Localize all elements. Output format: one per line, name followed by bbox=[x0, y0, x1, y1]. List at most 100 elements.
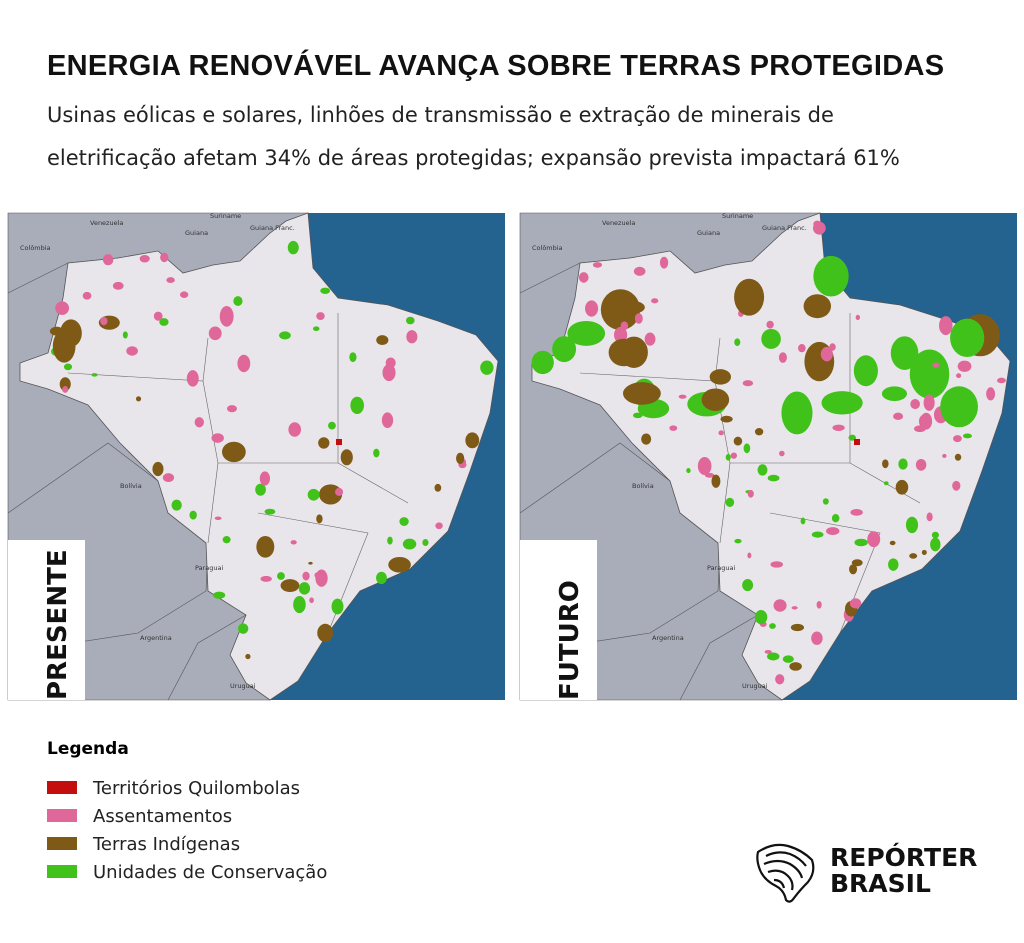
protected-area bbox=[923, 394, 935, 411]
protected-area bbox=[734, 278, 765, 316]
protected-area bbox=[651, 298, 659, 304]
protected-area bbox=[644, 332, 656, 346]
protected-area bbox=[926, 512, 933, 522]
protected-area bbox=[211, 433, 224, 443]
protected-area bbox=[956, 373, 962, 379]
protected-area bbox=[950, 318, 985, 358]
protected-area bbox=[159, 318, 169, 326]
map-label: Guiana Franc. bbox=[250, 224, 295, 232]
protected-area bbox=[931, 531, 939, 539]
protected-area bbox=[552, 336, 577, 363]
protected-area bbox=[789, 662, 802, 671]
protected-area bbox=[480, 360, 494, 375]
protected-area bbox=[895, 479, 909, 495]
protected-area bbox=[816, 601, 822, 609]
protected-area bbox=[811, 631, 823, 645]
map-label: Colômbia bbox=[532, 244, 563, 252]
map-label: Guiana Franc. bbox=[762, 224, 807, 232]
logo-icon bbox=[756, 843, 815, 903]
legend-swatch bbox=[47, 809, 77, 822]
protected-area bbox=[743, 443, 751, 454]
protected-area bbox=[733, 436, 743, 446]
protected-area bbox=[189, 510, 197, 520]
protected-area bbox=[767, 474, 780, 482]
protected-area bbox=[63, 363, 73, 371]
protected-area bbox=[567, 320, 606, 346]
protected-area bbox=[59, 377, 71, 391]
map-panel: Venezuela Suriname Guiana Franc. Guiana Colô… bbox=[7, 212, 505, 701]
protected-area bbox=[385, 357, 396, 369]
protected-area bbox=[641, 433, 652, 445]
map-label: Colômbia bbox=[20, 244, 51, 252]
protected-area bbox=[376, 571, 387, 585]
protected-area bbox=[867, 531, 881, 548]
legend-swatch bbox=[47, 781, 77, 794]
protected-area bbox=[214, 516, 222, 521]
protected-area bbox=[831, 514, 840, 523]
protected-area bbox=[620, 321, 629, 331]
protected-area bbox=[622, 382, 661, 405]
quilombola bbox=[336, 439, 342, 445]
protected-area bbox=[889, 540, 896, 546]
legend-label: Assentamentos bbox=[93, 806, 232, 827]
map-label: Bolívia bbox=[120, 482, 142, 490]
protected-area bbox=[811, 531, 824, 538]
protected-area bbox=[942, 453, 947, 458]
protected-area bbox=[402, 538, 417, 550]
protected-area bbox=[213, 591, 226, 599]
protected-area bbox=[821, 391, 863, 415]
protected-area bbox=[686, 468, 691, 474]
legend: Legenda Territórios Quilombolas Assentame… bbox=[47, 739, 327, 883]
protected-area bbox=[747, 552, 752, 559]
protected-area bbox=[940, 386, 978, 428]
logo-text: BRASIL bbox=[830, 869, 931, 898]
protected-area bbox=[898, 458, 908, 470]
protected-area bbox=[287, 240, 299, 255]
protected-area bbox=[915, 458, 927, 471]
protected-area bbox=[312, 326, 320, 332]
protected-area bbox=[932, 362, 940, 368]
state-border bbox=[337, 313, 409, 504]
map-label: Bolívia bbox=[632, 482, 654, 490]
protected-area bbox=[227, 405, 237, 413]
protected-area bbox=[406, 330, 418, 344]
map-label: Paraguai bbox=[707, 564, 735, 572]
protected-area bbox=[91, 373, 98, 377]
protected-area bbox=[186, 370, 199, 387]
protected-area bbox=[435, 522, 443, 530]
protected-area bbox=[997, 377, 1006, 384]
protected-area bbox=[382, 364, 396, 382]
map-label: Uruguai bbox=[742, 682, 768, 690]
protected-area bbox=[854, 538, 868, 547]
protected-area bbox=[954, 453, 962, 461]
legend-label: Unidades de Conservação bbox=[93, 862, 327, 883]
protected-area bbox=[373, 448, 380, 458]
protected-area bbox=[921, 549, 927, 556]
protected-area bbox=[290, 540, 297, 545]
panel-label-box bbox=[8, 540, 85, 700]
protected-area bbox=[832, 424, 845, 431]
protected-area bbox=[781, 391, 813, 435]
protected-area bbox=[100, 316, 108, 326]
protected-area bbox=[381, 412, 394, 429]
protected-area bbox=[309, 597, 314, 604]
protected-area bbox=[770, 561, 784, 568]
protected-area bbox=[634, 313, 643, 324]
protected-area bbox=[699, 464, 705, 469]
protected-area bbox=[621, 301, 645, 314]
state-border bbox=[257, 512, 369, 634]
protected-area bbox=[578, 272, 589, 283]
protected-area bbox=[742, 380, 754, 387]
protected-area bbox=[633, 266, 646, 276]
map-panel: Venezuela Suriname Guiana Franc. Guiana Colô… bbox=[519, 212, 1017, 701]
protected-area bbox=[166, 277, 175, 284]
protected-area bbox=[747, 489, 754, 498]
border bbox=[679, 614, 759, 701]
protected-area bbox=[803, 294, 832, 319]
protected-area bbox=[135, 396, 142, 402]
protected-area bbox=[335, 487, 344, 496]
protected-area bbox=[957, 360, 972, 372]
border bbox=[167, 614, 247, 701]
protected-area bbox=[208, 326, 222, 341]
